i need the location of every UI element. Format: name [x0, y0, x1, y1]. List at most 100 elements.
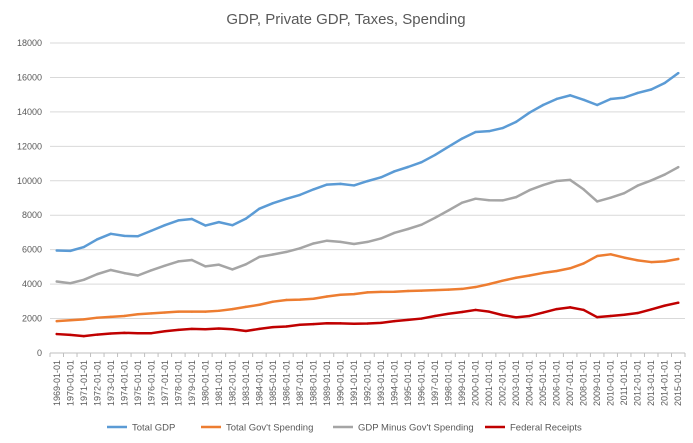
data-point-federal-receipts — [406, 318, 410, 322]
y-tick-label: 6000 — [22, 245, 42, 255]
data-point-gdp-minus-gov-t-spending — [217, 263, 221, 266]
data-point-gdp-minus-gov-t-spending — [650, 179, 653, 182]
data-point-total-gov-t-spending — [420, 289, 423, 292]
data-point-federal-receipts — [96, 333, 99, 336]
x-axis-ticks: 1969-01-01 1970-01-01 1971-01-01 1972-01-01… — [49, 353, 686, 406]
data-point-federal-receipts — [514, 316, 518, 319]
data-point-gdp-minus-gov-t-spending — [136, 274, 140, 277]
legend-label-federal-receipts: Federal Receipts — [510, 423, 582, 434]
x-tick-label: 1982-01-01 — [227, 360, 237, 406]
data-point-gdp-minus-gov-t-spending — [109, 268, 113, 272]
data-point-federal-receipts — [487, 310, 491, 313]
x-tick-label: 1974-01-01 — [119, 360, 129, 406]
data-point-total-gov-t-spending — [568, 267, 572, 270]
data-point-federal-receipts — [258, 327, 261, 331]
data-point-total-gdp — [109, 232, 113, 236]
x-tick-label: 1986-01-01 — [281, 360, 291, 406]
x-tick-label: 1994-01-01 — [390, 360, 400, 406]
data-point-total-gov-t-spending — [123, 314, 126, 318]
data-point-federal-receipts — [623, 313, 626, 316]
y-axis-ticks: 0 2000 4000 6000 8000 10000 12000 14000 16000 180… — [17, 38, 42, 358]
data-point-gdp-minus-gov-t-spending — [447, 209, 450, 212]
data-point-federal-receipts — [285, 325, 288, 328]
y-tick-label: 18000 — [17, 38, 42, 48]
data-point-federal-receipts — [244, 329, 248, 333]
data-point-federal-receipts — [420, 317, 423, 320]
data-point-federal-receipts — [433, 314, 437, 318]
x-tick-label: 2004-01-01 — [525, 360, 535, 406]
data-point-federal-receipts — [69, 333, 72, 337]
data-point-federal-receipts — [271, 325, 275, 329]
x-tick-label: 2007-01-01 — [565, 360, 575, 406]
data-point-total-gov-t-spending — [190, 310, 194, 313]
data-point-total-gdp — [150, 229, 153, 232]
y-tick-label: 16000 — [17, 72, 42, 82]
data-point-total-gdp — [177, 219, 180, 222]
data-point-total-gov-t-spending — [231, 307, 234, 311]
data-point-total-gdp — [636, 91, 639, 95]
x-tick-label: 1985-01-01 — [268, 360, 278, 406]
data-point-total-gdp — [677, 71, 680, 75]
y-tick-label: 14000 — [17, 107, 42, 117]
data-point-gdp-minus-gov-t-spending — [528, 188, 531, 192]
legend: Total GDP Total Gov't Spending GDP Minus G… — [107, 423, 582, 434]
x-tick-label: 2011-01-01 — [619, 360, 629, 405]
data-point-gdp-minus-gov-t-spending — [514, 195, 518, 199]
x-tick-label: 2008-01-01 — [579, 360, 589, 406]
data-point-total-gov-t-spending — [406, 289, 410, 293]
data-point-gdp-minus-gov-t-spending — [163, 264, 167, 267]
data-point-gdp-minus-gov-t-spending — [609, 196, 612, 199]
data-point-federal-receipts — [339, 322, 342, 325]
x-tick-label: 1987-01-01 — [295, 360, 305, 406]
data-point-total-gov-t-spending — [258, 303, 261, 306]
data-point-gdp-minus-gov-t-spending — [177, 260, 180, 263]
data-point-federal-receipts — [231, 328, 234, 331]
x-tick-label: 1984-01-01 — [254, 360, 264, 406]
data-point-total-gov-t-spending — [460, 287, 464, 291]
data-point-total-gdp — [474, 130, 477, 134]
data-point-federal-receipts — [82, 334, 85, 338]
data-point-total-gov-t-spending — [582, 262, 585, 265]
data-point-total-gdp — [541, 103, 545, 107]
data-point-total-gov-t-spending — [244, 305, 248, 309]
data-point-total-gdp — [190, 217, 194, 221]
data-point-total-gov-t-spending — [636, 259, 639, 262]
data-point-total-gdp — [123, 234, 126, 238]
data-point-gdp-minus-gov-t-spending — [82, 278, 85, 282]
legend-label-total-gdp: Total GDP — [132, 423, 175, 434]
data-point-total-gov-t-spending — [55, 319, 58, 323]
data-point-gdp-minus-gov-t-spending — [339, 240, 342, 244]
data-point-total-gdp — [69, 249, 72, 253]
data-point-total-gdp — [582, 98, 585, 102]
data-point-total-gdp — [609, 97, 612, 101]
data-point-gdp-minus-gov-t-spending — [420, 223, 423, 226]
data-point-total-gov-t-spending — [514, 276, 518, 279]
x-tick-label: 1978-01-01 — [173, 360, 183, 406]
data-point-federal-receipts — [541, 311, 545, 314]
series-line-gdp-minus-gov-t-spending — [55, 165, 680, 285]
data-point-total-gdp — [312, 188, 315, 191]
data-point-total-gdp — [231, 224, 234, 227]
data-point-total-gdp — [393, 170, 396, 173]
data-point-total-gdp — [555, 97, 558, 101]
x-tick-label: 1989-01-01 — [322, 360, 332, 406]
x-tick-label: 1980-01-01 — [200, 360, 210, 406]
data-point-federal-receipts — [582, 308, 585, 312]
y-tick-label: 8000 — [22, 210, 42, 220]
series-line-federal-receipts — [55, 301, 680, 338]
x-tick-label: 1975-01-01 — [133, 360, 143, 406]
data-point-gdp-minus-gov-t-spending — [663, 173, 666, 176]
x-tick-label: 2001-01-01 — [484, 360, 494, 406]
x-tick-label: 1997-01-01 — [430, 360, 440, 406]
data-point-total-gov-t-spending — [595, 254, 599, 258]
data-point-total-gov-t-spending — [150, 312, 153, 315]
data-point-federal-receipts — [366, 322, 369, 325]
data-point-total-gdp — [528, 111, 531, 114]
data-point-total-gov-t-spending — [325, 295, 329, 298]
data-point-gdp-minus-gov-t-spending — [325, 239, 329, 242]
data-point-total-gov-t-spending — [650, 260, 653, 264]
data-point-gdp-minus-gov-t-spending — [190, 258, 194, 262]
x-tick-label: 2002-01-01 — [498, 360, 508, 406]
y-tick-label: 0 — [37, 348, 42, 358]
data-point-total-gov-t-spending — [487, 282, 491, 286]
